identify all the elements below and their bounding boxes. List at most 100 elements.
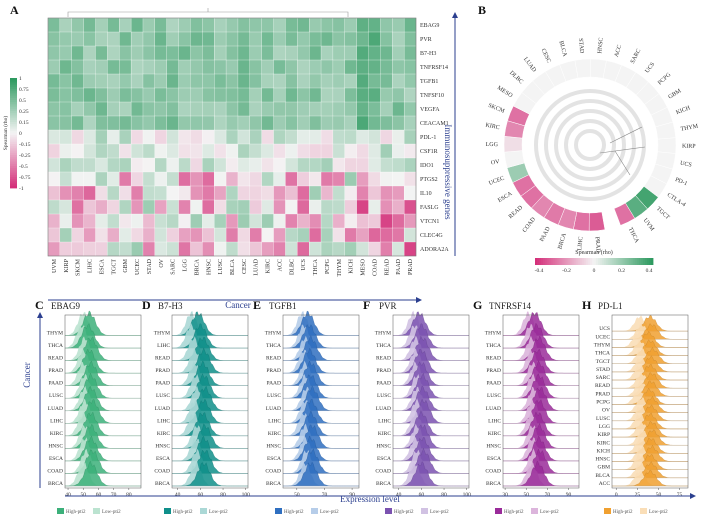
heatmap-cell (142, 115, 156, 131)
colorbar-step (10, 172, 17, 176)
ridge-category-label: THCA (48, 343, 63, 349)
heatmap-cell (332, 87, 346, 103)
heatmap-cell (368, 171, 381, 187)
heatmap-cell (202, 59, 215, 75)
ridge-category-label: LIHC (50, 418, 63, 424)
heatmap-cell (237, 73, 251, 89)
heatmap-col-label: KIRP (64, 258, 70, 272)
heatmap-cell (202, 143, 215, 159)
heatmap-cell (356, 129, 369, 145)
heatmap-cell (285, 59, 298, 75)
heatmap-cell (261, 213, 274, 229)
heatmap-cell (47, 241, 61, 257)
heatmap-cell (83, 143, 96, 159)
heatmap-col-label: OV (159, 258, 165, 267)
heatmap-cell (214, 227, 227, 243)
heatmap-cell (368, 241, 381, 257)
heatmap-cell (166, 185, 179, 201)
legend-high-label: High-pti2 (613, 510, 633, 515)
heatmap-cell (273, 213, 286, 229)
heatmap-cell (285, 157, 298, 173)
ridge-xtick-label: 90 (566, 492, 572, 498)
ridge-category-label: PAAD (377, 381, 391, 387)
heatmap-row-label: PTGS2 (420, 177, 438, 183)
heatmap-cell (214, 185, 227, 201)
heatmap-cell (71, 241, 84, 257)
colorbar-b-step (601, 258, 605, 265)
heatmap-cell (309, 31, 322, 47)
heatmap-cell (178, 171, 191, 187)
ring-label: KIRP (682, 144, 696, 150)
heatmap-row-label: ADORA2A (420, 247, 449, 253)
heatmap-cell (403, 87, 417, 103)
colorbar-step (10, 89, 17, 92)
ridge-category-label: LUSC (487, 393, 501, 399)
colorbar-b-step (550, 258, 554, 265)
colorbar-b-step (639, 258, 642, 265)
heatmap-cell (285, 87, 298, 103)
heatmap-cell (297, 31, 310, 47)
heatmap-cell (119, 87, 132, 103)
ridge-low (172, 348, 248, 374)
heatmap-cell (214, 157, 227, 173)
heatmap-row-label: CEACAM1 (420, 121, 449, 127)
ridge-category-label: SARC (596, 375, 611, 381)
heatmap-cell (320, 17, 334, 33)
heatmap-cell (403, 185, 417, 201)
colorbar-b-step (535, 258, 538, 265)
heatmap-cell (142, 227, 156, 243)
heatmap-cell (403, 241, 417, 257)
ring-dendrogram (599, 126, 646, 176)
heatmap-row-label: TNFRSF14 (420, 65, 448, 71)
heatmap-col-label: TGCT (111, 259, 117, 275)
heatmap-cell (225, 143, 239, 159)
heatmap-cell (190, 31, 203, 47)
colorbar-b-step (623, 258, 626, 265)
heatmap-cell (320, 199, 334, 215)
ridge-category-label: TGCT (596, 359, 611, 365)
heatmap-cell (249, 17, 263, 33)
ridge-low (172, 425, 248, 449)
ridge-category-label: LUAD (486, 406, 501, 412)
heatmap-cell (297, 87, 310, 103)
heatmap-cell (344, 17, 357, 33)
heatmap-cell (237, 185, 251, 201)
heatmap-cell (166, 17, 179, 33)
colorbar-step (10, 117, 17, 121)
heatmap-cell (214, 31, 227, 47)
heatmap-cell (190, 143, 203, 159)
heatmap-cell (166, 115, 179, 131)
ridge-category-label: ESCA (487, 456, 501, 462)
heatmap-cell (214, 129, 227, 145)
heatmap-cell (190, 129, 203, 145)
heatmap-cell (368, 101, 381, 117)
heatmap-cell (59, 227, 73, 243)
heatmap-row-label: TGFB1 (420, 79, 438, 85)
heatmap-cell (356, 213, 369, 229)
heatmap-cell (178, 199, 191, 215)
ridge-category-label: KICH (597, 448, 610, 454)
heatmap-cell (285, 199, 298, 215)
heatmap-cell (107, 143, 120, 159)
ridge-category-label: THYM (265, 331, 281, 337)
colorbar-b-step (609, 258, 613, 265)
heatmap-cell (356, 87, 369, 103)
heatmap-cell (190, 227, 203, 243)
ridge-category-label: READ (266, 356, 281, 362)
ridge-category-label: KIRC (488, 431, 501, 437)
heatmap-cell (83, 101, 96, 117)
heatmap-cell (178, 143, 191, 159)
heatmap-cell (285, 101, 298, 117)
heatmap-cell (95, 87, 108, 103)
colorbar-b-tick: 0.4 (646, 268, 653, 274)
heatmap-cell (59, 87, 73, 103)
ridge-high (392, 335, 470, 361)
heatmap-cell (297, 73, 310, 89)
ridge-low (172, 438, 248, 461)
colorbar-step (10, 82, 17, 85)
heatmap-cell (225, 241, 239, 257)
heatmap-row-label: CSF1R (420, 149, 438, 155)
heatmap-cell (332, 59, 346, 75)
heatmap-cell (261, 17, 274, 33)
